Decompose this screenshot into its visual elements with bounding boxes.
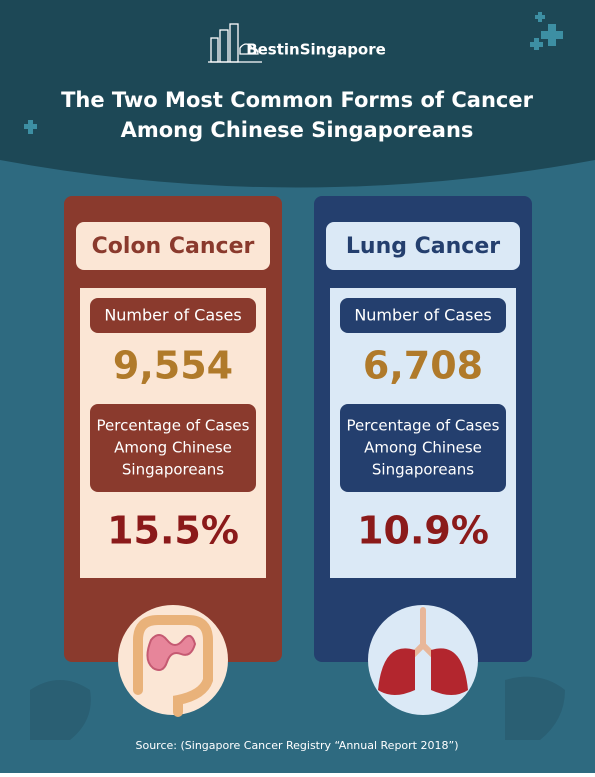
percentage-label: Percentage of Cases xyxy=(347,417,500,435)
decor-leaf xyxy=(505,676,565,740)
intestine-icon xyxy=(146,634,197,671)
lung-icon xyxy=(378,648,415,695)
brand-logo xyxy=(208,23,262,63)
cases-value: 6,708 xyxy=(363,344,483,388)
percentage-label: Among Chinese xyxy=(364,439,482,457)
percentage-label: Percentage of Cases xyxy=(97,417,250,435)
source: Source: (Singapore Cancer Registry “Annu… xyxy=(136,739,459,752)
lung-icon xyxy=(431,648,468,695)
header-band xyxy=(0,0,595,188)
label-pill xyxy=(90,404,256,492)
title: Among Chinese Singaporeans xyxy=(121,118,474,142)
card-header xyxy=(326,222,520,270)
label-pill xyxy=(90,298,256,333)
brand: BestinSingapore xyxy=(246,41,386,59)
card-title: Lung Cancer xyxy=(346,234,500,259)
card-title: Colon Cancer xyxy=(92,234,255,259)
cases-label: Number of Cases xyxy=(104,306,241,325)
percentage-label: Singaporeans xyxy=(372,461,474,479)
label-pill xyxy=(340,298,506,333)
percentage-value: 15.5% xyxy=(107,509,239,553)
cases-value: 9,554 xyxy=(113,344,233,388)
decor-plus xyxy=(24,12,563,134)
percentage-label: Singaporeans xyxy=(122,461,224,479)
percentage-label: Among Chinese xyxy=(114,439,232,457)
cards: Colon Cancer Number of Cases 9,554 Percenta… xyxy=(64,196,532,717)
percentage-value: 10.9% xyxy=(357,509,489,553)
colon-icon xyxy=(133,615,213,717)
card-header xyxy=(76,222,270,270)
cases-label: Number of Cases xyxy=(354,306,491,325)
title: The Two Most Common Forms of Cancer xyxy=(61,88,534,112)
label-pill xyxy=(340,404,506,492)
decor-leaf xyxy=(30,680,91,740)
